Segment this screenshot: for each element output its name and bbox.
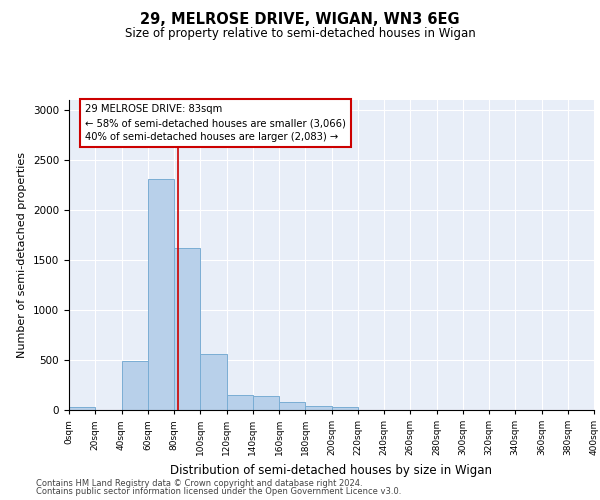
X-axis label: Distribution of semi-detached houses by size in Wigan: Distribution of semi-detached houses by … — [170, 464, 493, 476]
Bar — [331, 407, 358, 410]
Text: Contains public sector information licensed under the Open Government Licence v3: Contains public sector information licen… — [36, 487, 401, 496]
Bar — [200, 354, 227, 410]
Bar — [305, 406, 331, 410]
Bar — [227, 395, 253, 410]
Bar — [69, 407, 95, 410]
Bar — [279, 402, 305, 410]
Text: Contains HM Land Registry data © Crown copyright and database right 2024.: Contains HM Land Registry data © Crown c… — [36, 478, 362, 488]
Text: Size of property relative to semi-detached houses in Wigan: Size of property relative to semi-detach… — [125, 28, 475, 40]
Text: 29 MELROSE DRIVE: 83sqm
← 58% of semi-detached houses are smaller (3,066)
40% of: 29 MELROSE DRIVE: 83sqm ← 58% of semi-de… — [85, 104, 346, 142]
Bar — [121, 361, 148, 410]
Text: 29, MELROSE DRIVE, WIGAN, WN3 6EG: 29, MELROSE DRIVE, WIGAN, WN3 6EG — [140, 12, 460, 28]
Bar — [148, 179, 174, 410]
Bar — [174, 248, 200, 410]
Bar — [253, 396, 279, 410]
Y-axis label: Number of semi-detached properties: Number of semi-detached properties — [17, 152, 28, 358]
